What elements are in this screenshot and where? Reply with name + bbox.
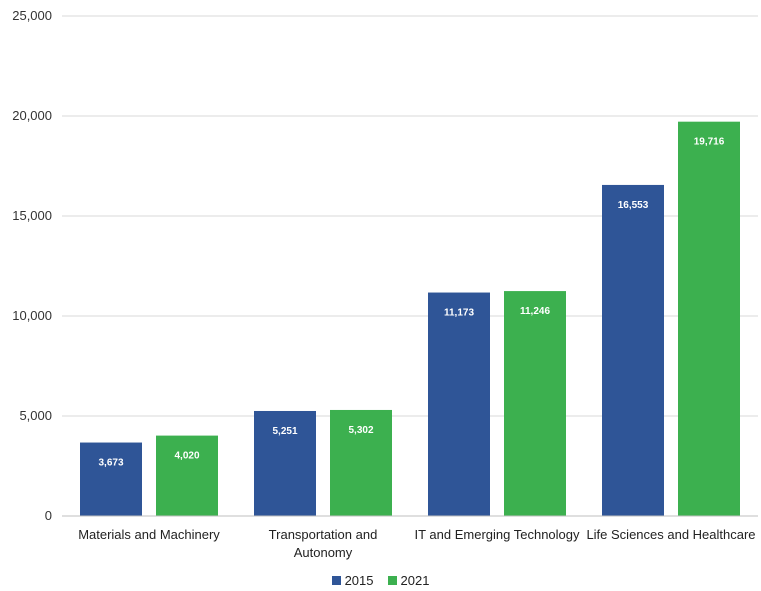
bar-2015 [602,184,664,516]
legend-label-2021: 2021 [400,573,430,588]
bar-2021 [678,121,740,517]
y-tick-label: 25,000 [12,8,52,23]
data-label-2021: 11,246 [520,306,550,317]
bar-2015 [428,292,490,516]
x-tick-label: Materials and Machinery [78,527,220,542]
legend-swatch-2021 [387,576,397,585]
x-axis: Materials and Machinery Transportation an… [62,515,758,560]
data-label-2021: 4,020 [174,451,199,462]
y-tick-label: 20,000 [12,108,52,123]
data-label-2015: 5,251 [272,426,297,437]
bar-2021 [504,291,566,516]
bar-2021 [330,409,392,516]
bar-2021 [156,435,218,516]
data-label-2021: 5,302 [348,425,373,436]
y-axis: 0 5,000 10,000 15,000 20,000 25,000 [12,8,52,523]
legend-swatch-2015 [331,576,341,585]
y-tick-label: 5,000 [19,408,52,423]
y-tick-label: 0 [45,508,52,523]
data-label-2015: 3,673 [98,458,123,469]
legend-item-2015: 2015 [331,573,374,588]
x-tick-label: Life Sciences and Healthcare [586,527,755,542]
bar-2015 [254,410,316,516]
bar-2015 [80,442,142,516]
y-tick-label: 15,000 [12,208,52,223]
data-label-2015: 11,173 [444,308,474,319]
bars: 3,673 4,020 5,251 5,302 11,173 11,246 16,553 19… [80,121,740,517]
legend: 2015 2021 [0,573,761,588]
x-tick-label: Transportation and Autonomy [269,527,378,560]
x-tick-label: IT and Emerging Technology [414,527,580,542]
y-tick-label: 10,000 [12,308,52,323]
data-label-2015: 16,553 [618,200,649,211]
legend-label-2015: 2015 [344,573,374,588]
legend-item-2021: 2021 [387,573,430,588]
data-label-2021: 19,716 [694,137,725,148]
